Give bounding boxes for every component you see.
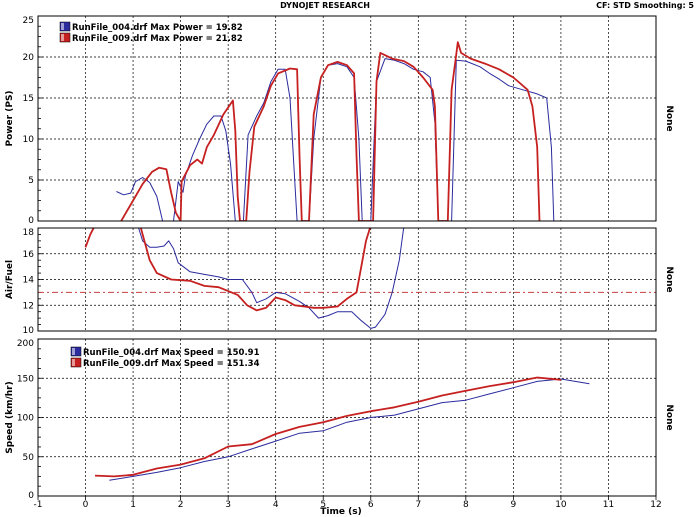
legend-swatch-shine	[61, 23, 64, 30]
legend-text-run009: RunFile_009.drf Max Speed = 151.34	[83, 359, 260, 369]
y-tick-label: 0	[28, 216, 34, 226]
y-tick-label: 12	[23, 301, 34, 311]
x-tick-label: 7	[415, 500, 421, 510]
legend-swatch-run009	[70, 357, 82, 368]
legend-swatch-shine	[61, 34, 64, 41]
y-tick-label: 15	[23, 94, 34, 104]
y-tick-label: 14	[23, 276, 35, 286]
x-tick-label: 2	[178, 500, 184, 510]
series-line-run009	[84, 228, 371, 312]
plot-area	[38, 16, 656, 221]
y-tick-label: 150	[17, 374, 34, 384]
y-tick-label: 200	[17, 339, 34, 349]
y-tick-label: 0	[28, 491, 34, 501]
y-tick-label: 100	[17, 414, 34, 424]
legend-swatch-run004	[59, 21, 71, 32]
x-tick-label: 6	[368, 500, 374, 510]
y-tick-label: 25	[23, 16, 34, 26]
y-tick-label: 10	[23, 135, 35, 145]
series-line-run004	[138, 228, 405, 329]
x-axis-label: Time (s)	[320, 507, 361, 517]
x-tick-label: 10	[555, 500, 567, 510]
header-title: DYNOJET RESEARCH	[280, 1, 370, 10]
y-axis-label: Power (PS)	[5, 90, 15, 146]
y-axis-label: Air/Fuel	[5, 260, 15, 299]
y-tick-label: 16	[23, 250, 35, 260]
y-tick-label: 5	[28, 176, 34, 186]
x-tick-label: 1	[130, 500, 136, 510]
legend-text-run004: RunFile_004.drf Max Power = 19.82	[72, 23, 243, 33]
y-axis-label: Speed (km/hr)	[5, 381, 15, 453]
plot-frame	[37, 338, 657, 497]
y-tick-label: 20	[23, 53, 35, 63]
series-line-run009	[94, 376, 561, 478]
panel-2: 10 12 14 16 18 Air/Fuel None	[5, 227, 674, 336]
x-tick-label: 3	[225, 500, 231, 510]
side-label: None	[664, 404, 674, 430]
series-line-run009	[120, 41, 541, 221]
plot-frame	[37, 227, 657, 332]
side-label: None	[664, 105, 674, 131]
legend-swatch-run009	[59, 32, 71, 43]
legend-text-run009: RunFile_009.drf Max Power = 21.82	[72, 34, 243, 44]
legend-swatch-run004	[70, 346, 82, 357]
y-tick-label: 50	[23, 453, 35, 463]
series-line-run004	[109, 378, 590, 481]
y-tick-label: 10	[23, 326, 35, 336]
x-tick-label: 5	[320, 500, 326, 510]
x-tick-label: 12	[650, 500, 661, 510]
x-tick-label: -1	[34, 500, 43, 510]
x-tick-label: 11	[603, 500, 614, 510]
plot-frame	[37, 15, 657, 222]
panel-1: 0 5 10 15 20 25 Power (PS) None RunFile_004.drf …	[5, 15, 674, 226]
legend-text-run004: RunFile_004.drf Max Speed = 150.91	[83, 348, 260, 358]
legend-swatch-shine	[72, 348, 75, 355]
header-settings: CF: STD Smoothing: 5	[596, 1, 694, 10]
x-tick-label: 9	[511, 500, 517, 510]
y-tick-label: 18	[23, 228, 35, 238]
legend-swatch-shine	[72, 359, 75, 366]
x-tick-label: 4	[273, 500, 279, 510]
x-tick-label: 0	[83, 500, 89, 510]
x-tick-label: 8	[463, 500, 469, 510]
side-label: None	[664, 266, 674, 292]
